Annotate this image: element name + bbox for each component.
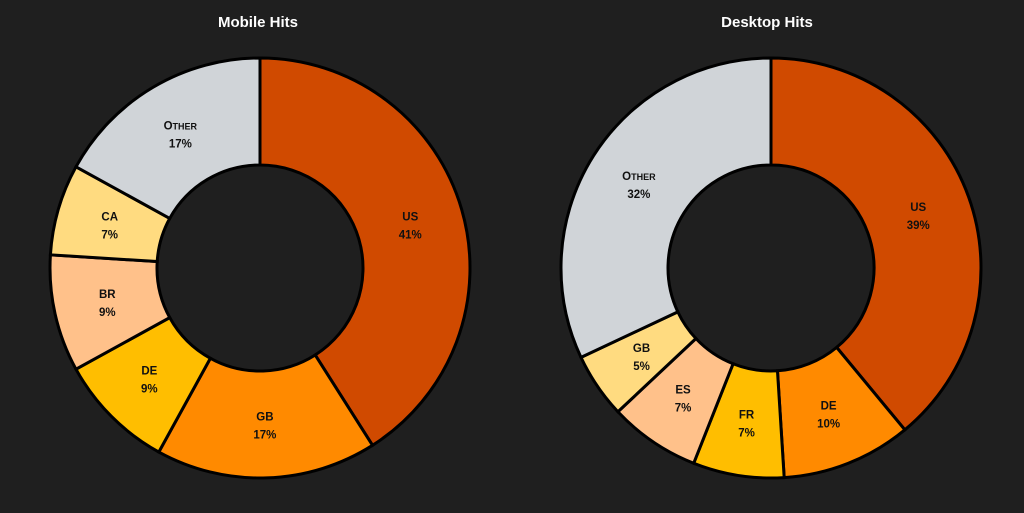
- mobile-label-other: OTHER: [164, 120, 198, 132]
- desktop-label-fr: FR: [739, 410, 755, 422]
- mobile-slice-other: [73, 56, 262, 221]
- desktop-slices: [559, 56, 983, 480]
- mobile-labels: US 41% GB 17% DE 9% BR 9% CA 7% OTHER 17%: [99, 120, 422, 441]
- desktop-slice-us: [769, 56, 983, 432]
- mobile-label-ca: CA: [101, 211, 118, 223]
- mobile-value-other: 17%: [169, 138, 192, 150]
- mobile-slice-us: [258, 56, 472, 448]
- mobile-value-ca: 7%: [101, 229, 118, 241]
- desktop-label-us: US: [910, 202, 926, 214]
- desktop-hits-chart: Desktop Hits US 39% DE 10% FR 7% ES 7% GB 5% OTHER…: [559, 14, 983, 480]
- mobile-value-us: 41%: [399, 229, 422, 241]
- mobile-label-br: BR: [99, 289, 116, 301]
- mobile-label-gb: GB: [256, 411, 273, 423]
- mobile-label-us: US: [402, 211, 418, 223]
- mobile-label-de: DE: [141, 366, 157, 378]
- desktop-value-other: 32%: [627, 189, 650, 201]
- chart-title-mobile: Mobile Hits: [218, 14, 298, 31]
- desktop-value-gb: 5%: [633, 361, 650, 373]
- desktop-value-fr: 7%: [738, 428, 755, 440]
- desktop-label-es: ES: [675, 384, 691, 396]
- desktop-label-other: OTHER: [622, 171, 656, 183]
- mobile-slice-gb: [156, 352, 375, 480]
- mobile-value-gb: 17%: [253, 429, 276, 441]
- desktop-slice-other: [559, 56, 773, 360]
- chart-title-desktop: Desktop Hits: [721, 14, 813, 31]
- desktop-label-gb: GB: [633, 343, 650, 355]
- mobile-hits-chart: Mobile Hits US 41% GB 17% DE 9% BR 9% CA 7% OTHER 1…: [48, 14, 472, 480]
- desktop-value-us: 39%: [907, 220, 930, 232]
- mobile-value-de: 9%: [141, 384, 158, 396]
- desktop-value-de: 10%: [817, 419, 840, 431]
- desktop-label-de: DE: [821, 401, 837, 413]
- desktop-value-es: 7%: [675, 402, 692, 414]
- mobile-value-br: 9%: [99, 307, 116, 319]
- mobile-slices: [48, 56, 472, 480]
- desktop-labels: US 39% DE 10% FR 7% ES 7% GB 5% OTHER 32%: [622, 171, 930, 439]
